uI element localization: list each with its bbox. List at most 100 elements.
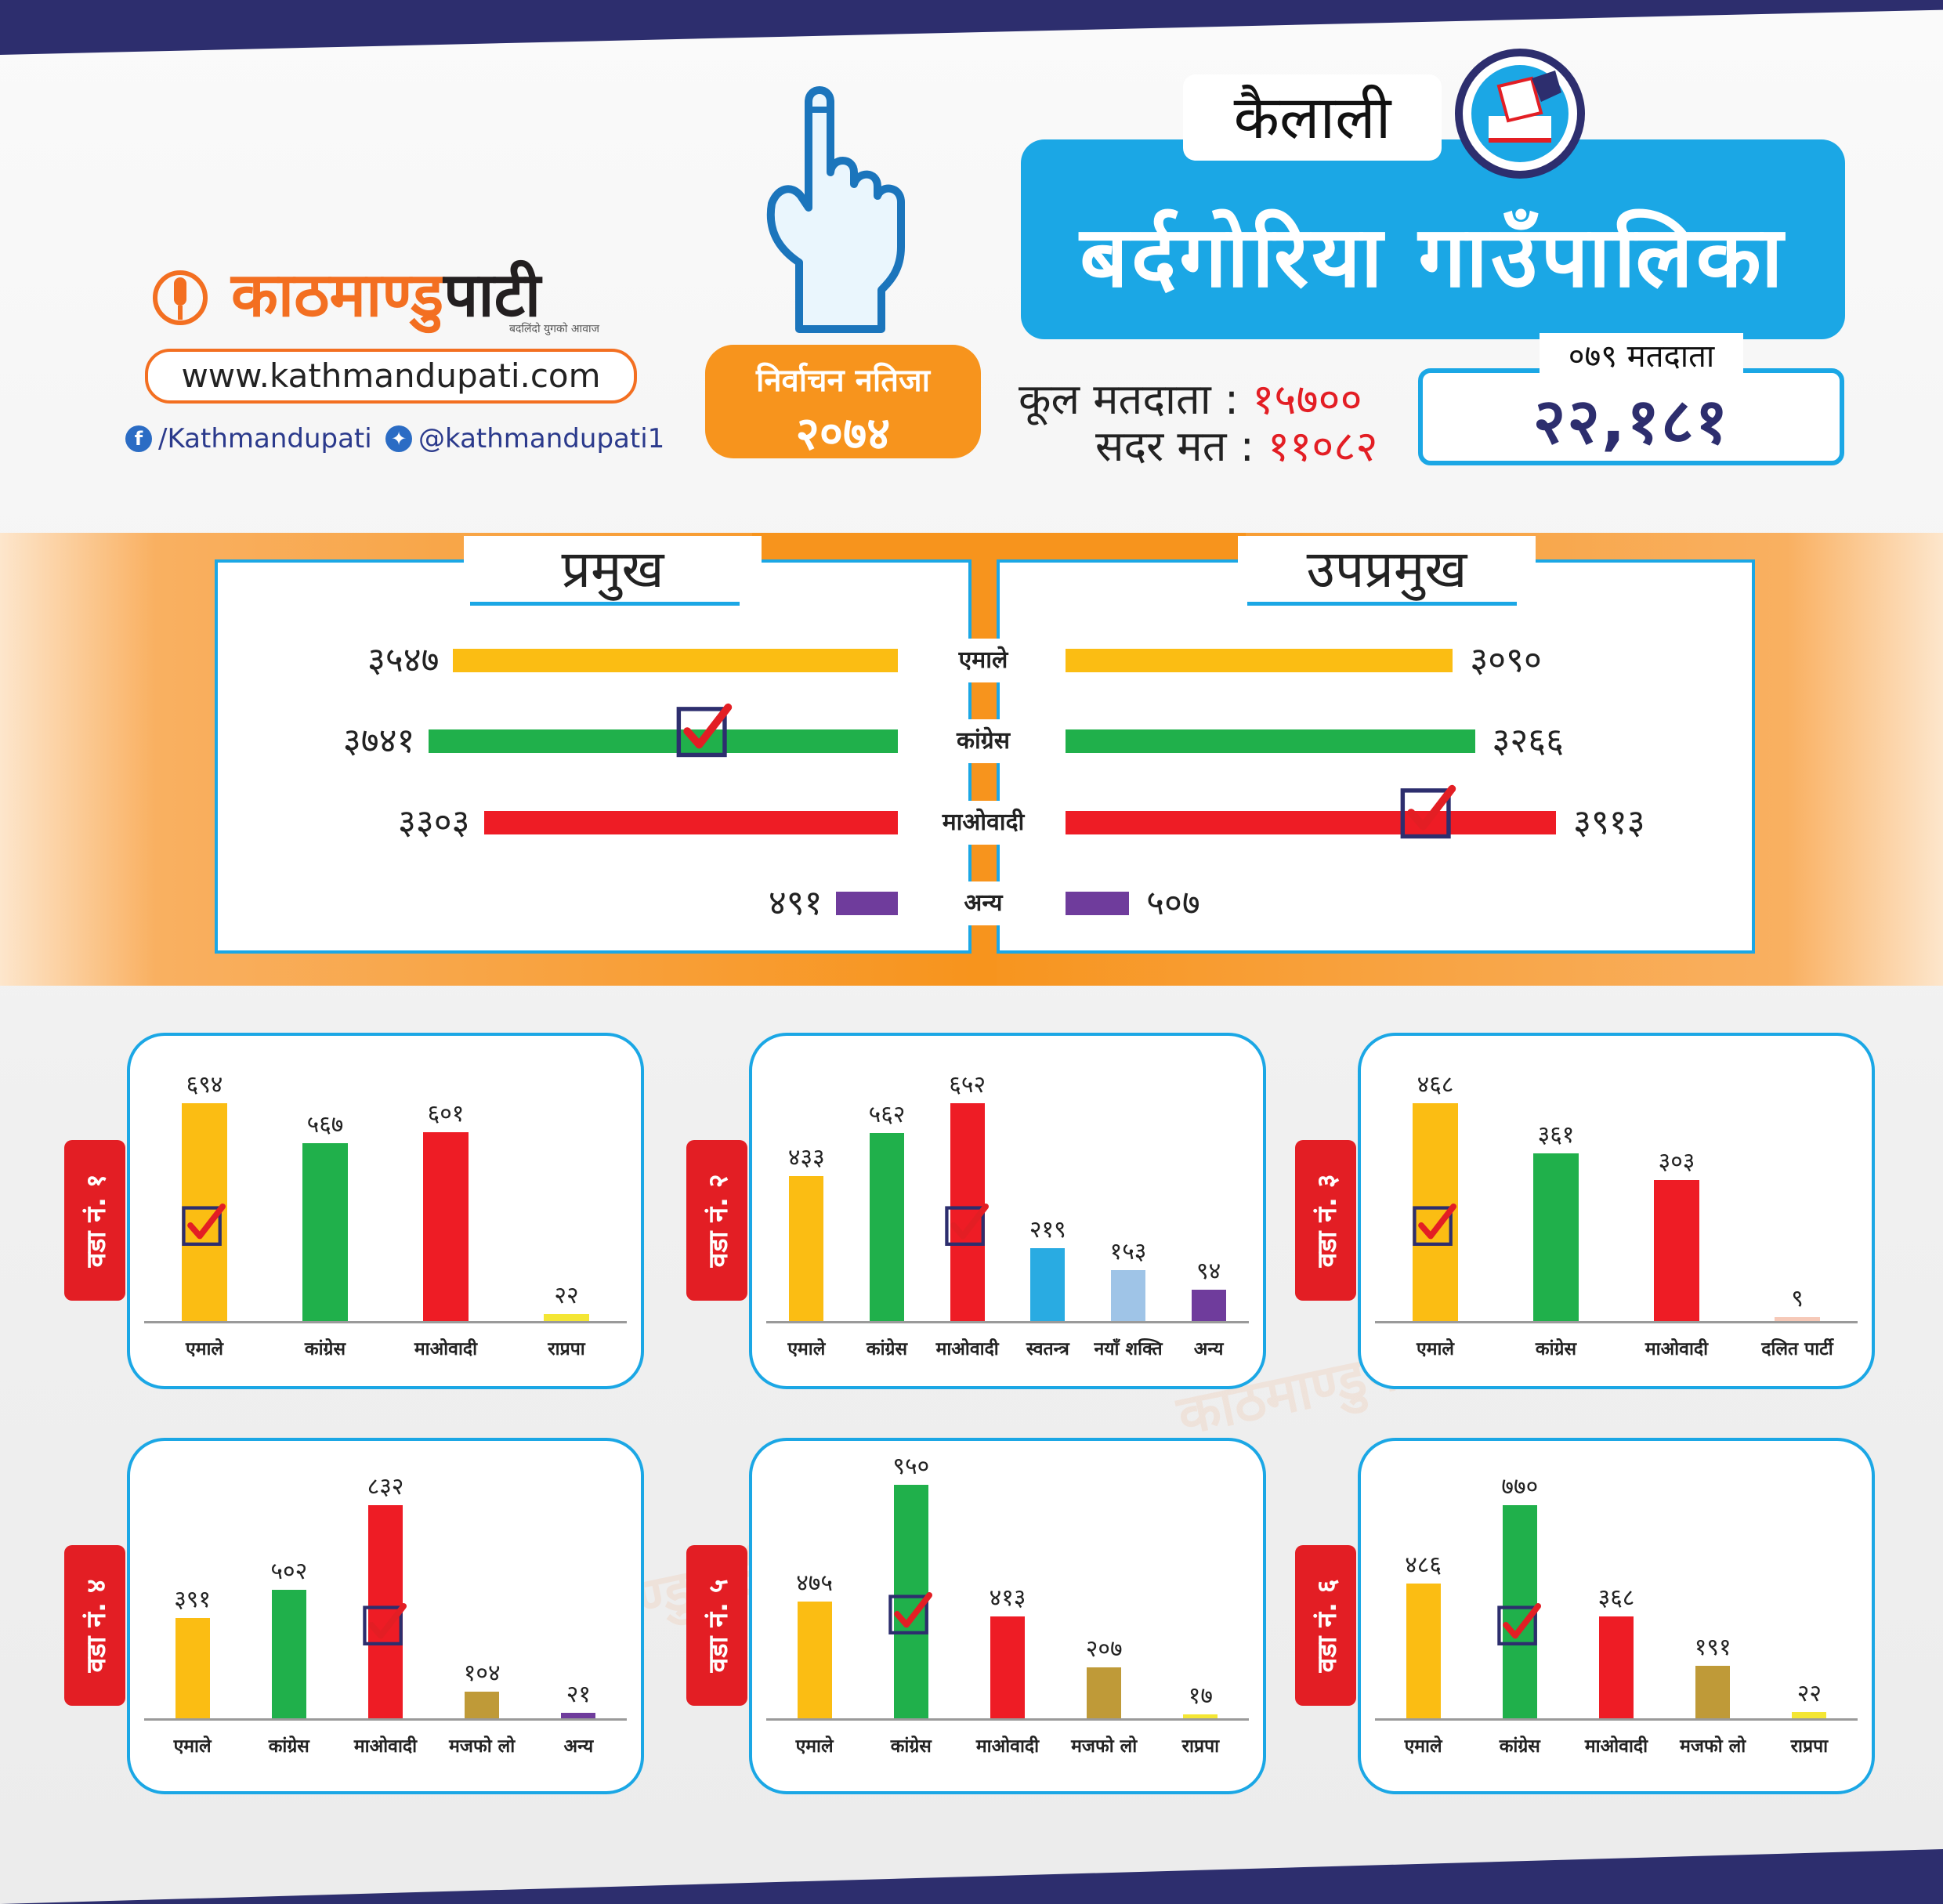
ward-bar-value: २२ [554,1282,579,1310]
ward-category-label: माओवादी [975,1736,1040,1757]
website-link[interactable]: www.kathmandupati.com [145,349,637,404]
ward-category-label: स्वतन्त्र [1026,1339,1069,1359]
twitter-link[interactable]: ✦ @kathmandupati1 [385,423,664,454]
mayor-bar-3 [836,892,898,915]
ward-title: वडा नं. ५ [703,1578,734,1673]
ward-tag-4: वडा नं. ४ [64,1545,125,1706]
deputy-bar-1 [1066,729,1475,753]
mayor-bar-1 [429,729,898,753]
ward-bar [1406,1584,1441,1718]
voting-finger-icon [766,86,905,333]
ward-bar [302,1142,348,1321]
municipality-banner [1021,139,1845,339]
deputy-title-underline [1247,602,1517,606]
ward-category-label: अन्य [1193,1339,1224,1359]
ward-bar-value: ४८६ [1405,1551,1442,1580]
ward-category-label: कांग्रेस [890,1736,932,1757]
voters-079-value: २२,१८१ [1532,385,1730,458]
mayor-title-underline [470,602,740,606]
ward-tag-1: वडा नं. १ [64,1140,125,1301]
mic-icon [153,270,208,325]
ward-category-label: कांग्रेस [866,1339,908,1359]
ward-bar-value: ४१३ [989,1584,1026,1613]
ward-category-label: दलित पार्टी [1761,1339,1833,1359]
result-badge-line1: निर्वाचन नतिजा [755,363,931,399]
deputy-value-3: ५०७ [1146,883,1200,923]
deputy-bar-3 [1066,892,1130,915]
ward-axis-baseline [144,1321,627,1323]
ward-bar-value: ३९१ [174,1586,211,1614]
ward-bar-value: २१९ [1029,1215,1066,1243]
ward-winner-check-icon [1413,1204,1456,1247]
ward-category-label: नयाँ शक्ति [1094,1339,1163,1359]
ward-bar [1695,1665,1731,1718]
ward-bar-value: १५३ [1109,1237,1147,1265]
deputy-value-0: ३०९० [1470,640,1542,680]
valid-votes-row: सदर मत : ११०८२ [1095,415,1377,473]
bottom-stripe [0,1849,1943,1904]
ward-card-2 [749,1033,1266,1389]
ward-title: वडा नं. ६ [1312,1578,1343,1673]
ward-category-label: मजफो लो [1071,1736,1138,1757]
ward-bar-value: ९४ [1196,1257,1221,1285]
ward-category-label: मजफो लो [449,1736,516,1757]
ward-category-label: एमाले [787,1339,826,1359]
logo-text: काठमाण्डुपाटी [231,260,541,331]
deputy-panel [997,559,1755,954]
ward-bar [1775,1316,1820,1321]
ward-category-label: एमाले [173,1736,212,1757]
ward-bar [561,1713,596,1718]
mayor-panel [215,559,972,954]
ward-bar-value: ९५० [892,1453,930,1480]
total-voters-value: १५७०० [1252,375,1362,424]
ward-category-label: राप्रपा [1790,1736,1829,1757]
ward-category-label: एमाले [1416,1339,1455,1359]
ward-category-label: कांग्रेस [304,1339,346,1359]
party-label-3: अन्य [928,881,1038,925]
ward-category-label: माओवादी [414,1339,478,1359]
ward-bar-value: ६०१ [427,1100,465,1128]
ward-bar-value: ४३३ [787,1144,825,1172]
ward-axis-baseline [1375,1321,1858,1323]
ward-tag-6: वडा नं. ६ [1295,1545,1356,1706]
results-connector [752,533,1246,559]
ward-bar [544,1314,589,1321]
party-label-2: माओवादी [928,801,1038,845]
mayor-value-3: ४९१ [768,883,823,923]
ward-category-label: राप्रपा [548,1339,585,1359]
ward-category-label: माओवादी [1584,1736,1648,1757]
twitter-icon: ✦ [385,425,412,452]
mayor-bar-0 [453,649,898,672]
ward-winner-check-icon [888,1592,932,1635]
ward-axis-baseline [766,1321,1249,1323]
ward-bar [1087,1667,1122,1718]
ward-category-label: कांग्रेस [1499,1736,1540,1757]
ward-category-label: माओवादी [1644,1339,1709,1359]
ward-category-label: कांग्रेस [268,1736,309,1757]
ward-bar-value: १७ [1188,1681,1213,1710]
mayor-title: प्रमुख [464,536,762,603]
ward-axis-baseline [144,1718,627,1721]
ward-bar [1183,1714,1218,1718]
valid-votes-label: सदर मत : [1095,422,1254,471]
party-label-1: कांग्रेस [928,719,1038,763]
ward-category-label: एमाले [1404,1736,1442,1757]
ward-bar-value: १०४ [463,1660,501,1687]
deputy-winner-check-icon [1400,784,1456,839]
deputy-value-2: ३९१३ [1573,802,1645,842]
ward-axis-baseline [766,1718,1249,1721]
total-voters-row: कूल मतदाता : १५७०० [1019,368,1362,426]
ward-bar [1599,1616,1634,1718]
ward-winner-check-icon [363,1603,407,1646]
ward-bar-value: ५६२ [868,1101,906,1129]
facebook-link[interactable]: f /Kathmandupati [125,423,372,454]
ward-tag-2: वडा नं. २ [686,1140,747,1301]
ward-bar [1792,1712,1827,1718]
ward-bar-value: २१ [566,1681,591,1709]
facebook-handle: /Kathmandupati [158,423,372,454]
brand-logo: काठमाण्डुपाटी बदलिंदो युगको आवाज [149,251,619,337]
ward-bar [1191,1289,1226,1321]
ward-bar-value: ६५२ [949,1071,986,1099]
ward-category-label: एमाले [795,1736,834,1757]
ward-bar-value: ३०३ [1658,1148,1695,1175]
